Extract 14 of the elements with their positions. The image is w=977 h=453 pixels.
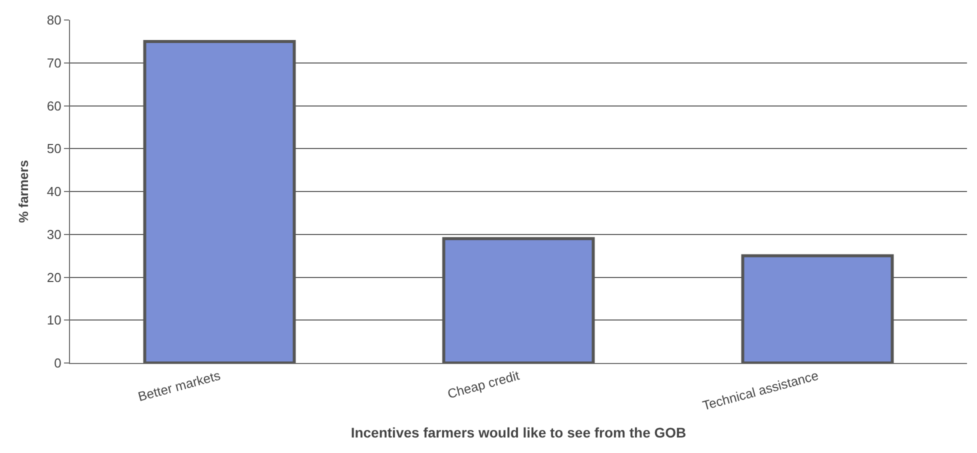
y-tick-label: 10 <box>46 312 62 328</box>
y-tick-label: 70 <box>46 55 62 70</box>
x-tick-label: Better markets <box>136 368 222 404</box>
y-tick-label: 40 <box>46 184 62 200</box>
y-tick-label: 50 <box>46 141 62 156</box>
y-tick-label: 20 <box>46 270 62 285</box>
y-axis-title: % farmers <box>16 160 31 223</box>
y-tick-label: 0 <box>54 356 62 371</box>
x-axis-title: Incentives farmers would like to see from the GOB <box>350 424 686 440</box>
x-tick-label: Cheap credit <box>446 368 522 402</box>
y-tick-label: 80 <box>46 12 62 28</box>
y-tick-label: 30 <box>46 226 62 242</box>
y-tick-label: 60 <box>46 98 62 114</box>
x-tick-label: Technical assistance <box>700 368 820 414</box>
